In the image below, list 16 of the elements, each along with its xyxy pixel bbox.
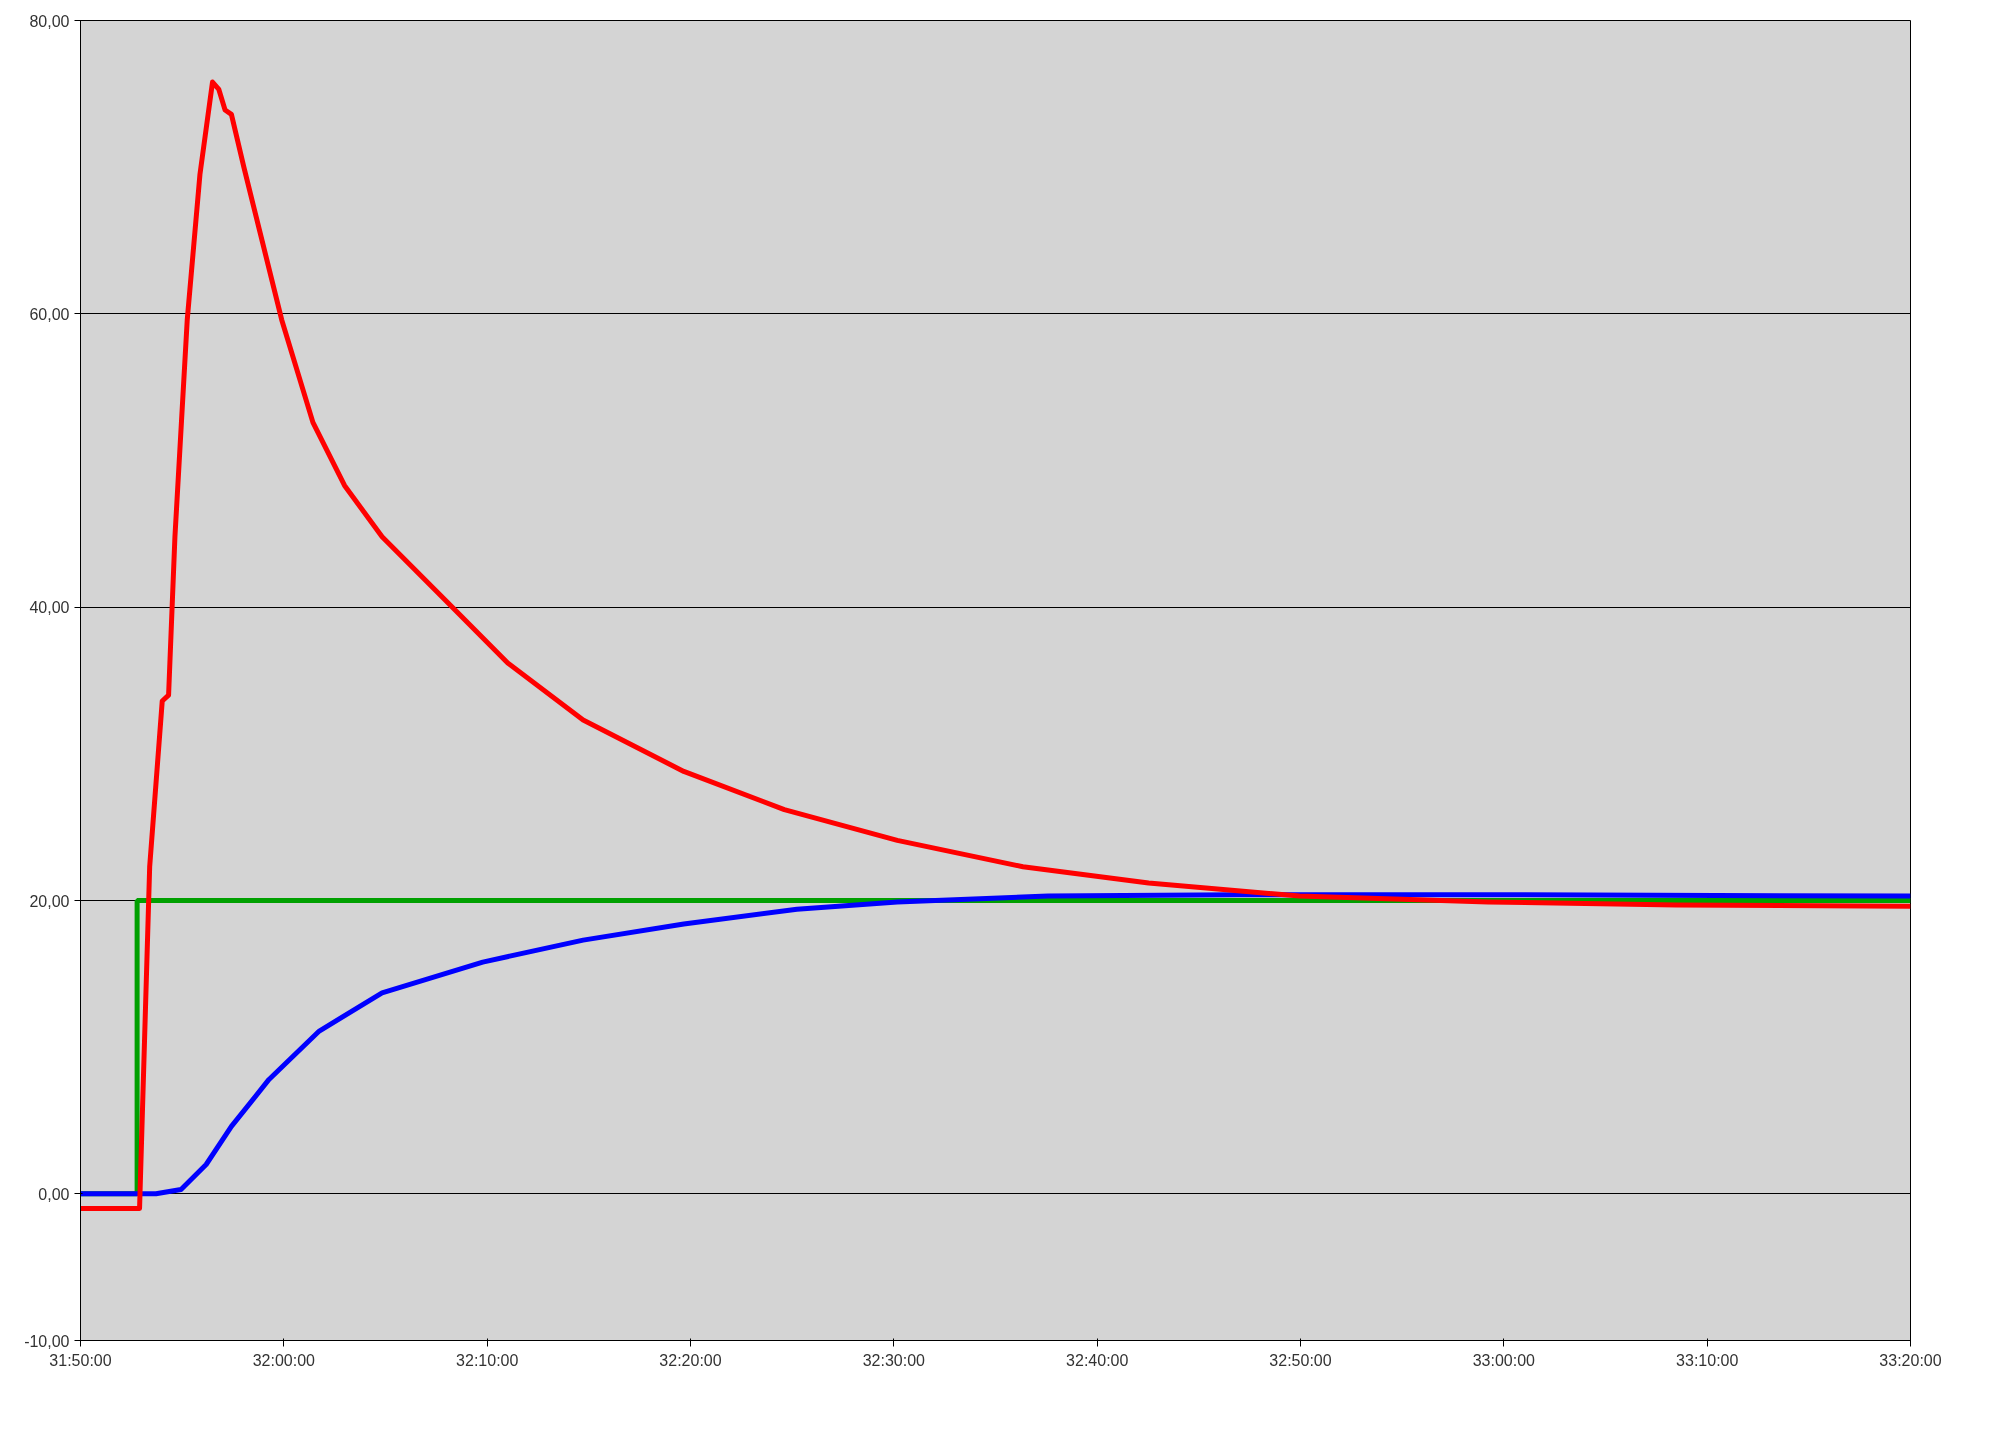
x-tick-label: 32:30:00	[862, 1351, 926, 1369]
x-tick-label: 33:10:00	[1676, 1351, 1739, 1369]
x-tick-label: 32:20:00	[659, 1351, 722, 1369]
y-tick-label: 40,00	[29, 599, 70, 617]
y-tick-label: 80,00	[29, 12, 70, 30]
x-tick-label: 31:50:00	[49, 1351, 112, 1369]
y-tick-label: 0,00	[38, 1185, 70, 1203]
x-tick-label: 32:00:00	[252, 1351, 316, 1369]
y-tick-label: 60,00	[29, 305, 70, 323]
y-tick-label: 20,00	[29, 892, 70, 910]
x-tick-label: 33:00:00	[1472, 1351, 1536, 1369]
y-tick-label: -10,00	[24, 1332, 70, 1350]
x-tick-label: 32:40:00	[1066, 1351, 1129, 1369]
x-tick-label: 32:50:00	[1269, 1351, 1332, 1369]
x-tick-label: 33:20:00	[1879, 1351, 1942, 1369]
x-tick-label: 32:10:00	[456, 1351, 519, 1369]
